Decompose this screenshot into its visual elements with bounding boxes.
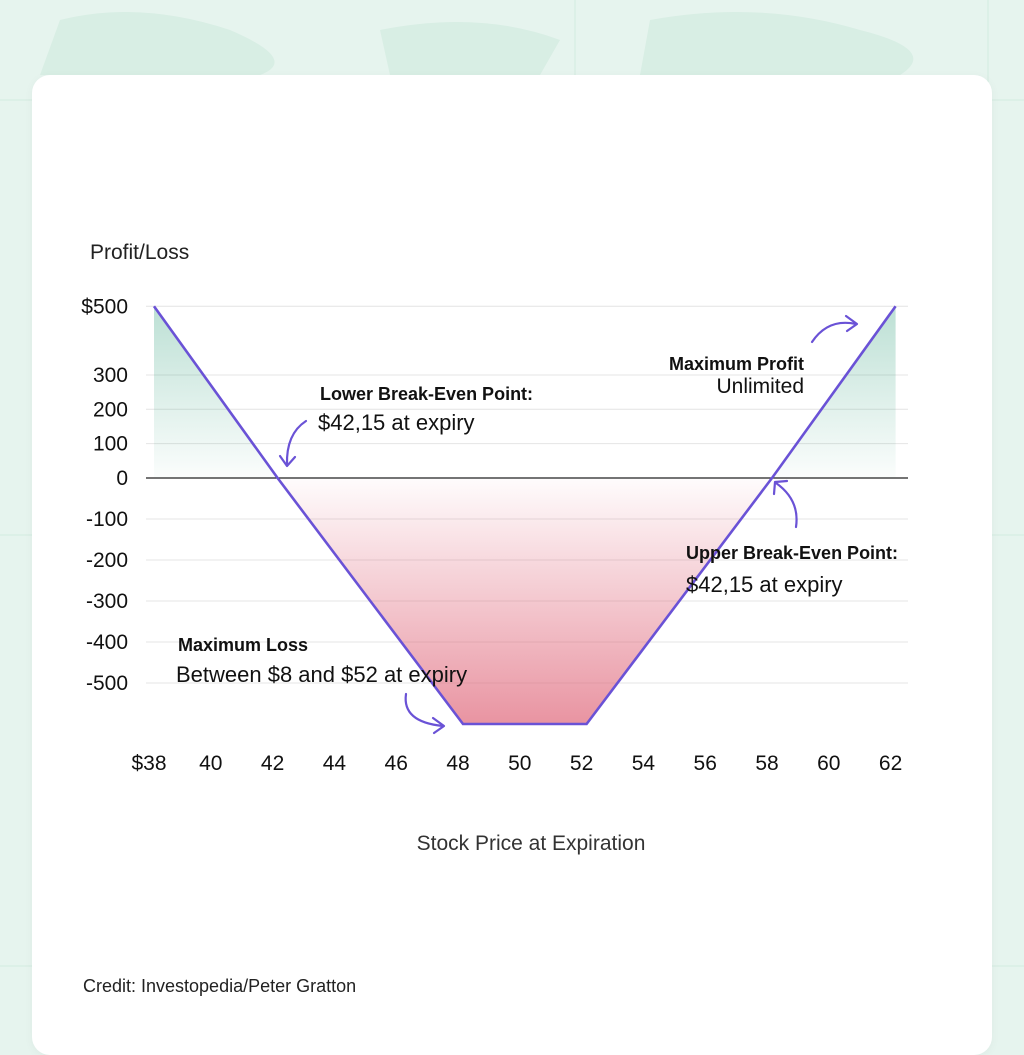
x-tick-label: 56 bbox=[694, 752, 717, 775]
x-tick-label: $38 bbox=[131, 752, 166, 775]
upper-break-even-text: $42,15 at expiry bbox=[686, 572, 843, 597]
x-tick-label: 44 bbox=[323, 752, 347, 775]
max-profit-arrow bbox=[810, 314, 859, 344]
y-tick-label: 200 bbox=[93, 398, 128, 421]
max-loss-arrow bbox=[404, 692, 446, 735]
x-tick-label: 58 bbox=[755, 752, 778, 775]
upper-break-even-arrow bbox=[772, 479, 798, 529]
x-axis-label: Stock Price at Expiration bbox=[417, 832, 646, 855]
y-tick-label: -400 bbox=[86, 631, 128, 654]
x-tick-label: 60 bbox=[817, 752, 840, 775]
loss-area bbox=[277, 478, 772, 724]
y-tick-label: $500 bbox=[81, 295, 128, 318]
y-axis-label: Profit/Loss bbox=[90, 241, 189, 264]
y-tick-label: -300 bbox=[86, 590, 128, 613]
x-tick-label: 62 bbox=[879, 752, 902, 775]
x-tick-label: 40 bbox=[199, 752, 222, 775]
payoff-line bbox=[152, 305, 897, 726]
background-map-pattern bbox=[0, 0, 1024, 1024]
x-tick-label: 48 bbox=[446, 752, 469, 775]
y-tick-label: 100 bbox=[93, 433, 128, 456]
max-profit-text: Unlimited bbox=[716, 375, 804, 398]
y-tick-label: -100 bbox=[86, 508, 128, 531]
y-tick-label: -200 bbox=[86, 549, 128, 572]
y-tick-label: 300 bbox=[93, 364, 128, 387]
lower-break-even-text: $42,15 at expiry bbox=[318, 410, 475, 435]
payoff-chart: $500 300 200 100 0 -100 -200 -300 -400 -500 $38 40 4… bbox=[81, 241, 908, 855]
y-tick-label: -500 bbox=[86, 672, 128, 695]
lower-break-even-title: Lower Break-Even Point: bbox=[320, 384, 533, 404]
x-tick-label: 50 bbox=[508, 752, 531, 775]
max-loss-text: Between $8 and $52 at expiry bbox=[176, 662, 467, 687]
upper-break-even-title: Upper Break-Even Point: bbox=[686, 543, 898, 563]
credit-text: Credit: Investopedia/Peter Gratton bbox=[83, 976, 357, 996]
x-tick-label: 46 bbox=[385, 752, 408, 775]
y-tick-label: 0 bbox=[116, 467, 128, 490]
x-tick-label: 52 bbox=[570, 752, 593, 775]
max-profit-title: Maximum Profit bbox=[669, 354, 804, 374]
lower-break-even-arrow bbox=[278, 419, 308, 468]
x-tick-label: 54 bbox=[632, 752, 656, 775]
max-loss-title: Maximum Loss bbox=[178, 635, 308, 655]
x-tick-label: 42 bbox=[261, 752, 284, 775]
